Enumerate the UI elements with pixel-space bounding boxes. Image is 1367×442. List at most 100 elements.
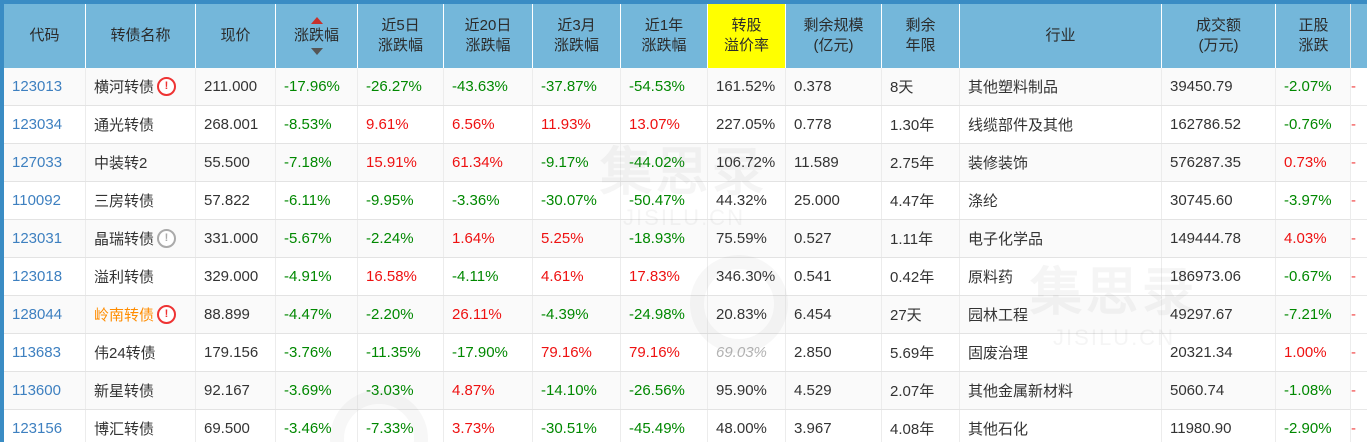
cell-value: -3.03% <box>366 382 414 399</box>
cell-years: 2.07年 <box>882 372 960 409</box>
cell-value: 20.83% <box>716 306 767 323</box>
cutoff-cell: - <box>1351 410 1367 442</box>
sort-asc-icon <box>310 16 323 24</box>
cell-value: 162786.52 <box>1170 116 1241 133</box>
cell-chg20: 3.73% <box>444 410 533 442</box>
cell-code[interactable]: 127033 <box>4 144 86 181</box>
column-header-label: 剩余 年限 <box>905 16 936 54</box>
cutoff-cell: - <box>1351 258 1367 296</box>
cell-chg5: -2.20% <box>358 296 444 333</box>
table-row: 123034 通光转债 268.001 -8.53% 9.61% 6.56% 11.93% 1… <box>4 106 1351 144</box>
cell-value: 55.500 <box>204 154 250 171</box>
cutoff-cell: - <box>1351 372 1367 410</box>
cell-code[interactable]: 123018 <box>4 258 86 295</box>
cell-value: 2.850 <box>794 344 832 361</box>
cell-price: 55.500 <box>196 144 276 181</box>
cell-stock: 0.73% <box>1276 144 1351 181</box>
cell-name[interactable]: 伟24转债 <box>86 334 196 371</box>
cell-value: 123013 <box>12 78 63 95</box>
cell-price: 268.001 <box>196 106 276 143</box>
bond-name: 晶瑞转债 <box>94 231 155 248</box>
cell-name[interactable]: 通光转债 <box>86 106 196 143</box>
cell-code[interactable]: 110092 <box>4 182 86 219</box>
cell-chg5: -9.95% <box>358 182 444 219</box>
cell-name[interactable]: 岭南转债! <box>86 296 196 333</box>
cell-value: 2.75年 <box>890 155 935 172</box>
cell-name[interactable]: 三房转债 <box>86 182 196 219</box>
cell-code[interactable]: 123013 <box>4 68 86 105</box>
cell-chg20: -17.90% <box>444 334 533 371</box>
cell-premium: 20.83% <box>708 296 786 333</box>
column-header-industry[interactable]: 行业 <box>960 4 1162 68</box>
column-header-chg20[interactable]: 近20日 涨跌幅 <box>444 4 533 68</box>
cell-name[interactable]: 新星转债 <box>86 372 196 409</box>
cell-value: 5060.74 <box>1170 382 1225 399</box>
table-row: 123013 横河转债! 211.000 -17.96% -26.27% -43.63% -… <box>4 68 1351 106</box>
cell-years: 1.11年 <box>882 220 960 257</box>
column-header-chg5[interactable]: 近5日 涨跌幅 <box>358 4 444 68</box>
cell-value: -18.93% <box>629 230 685 247</box>
cell-name[interactable]: 溢利转债 <box>86 258 196 295</box>
cell-value: -26.27% <box>366 78 422 95</box>
warning-icon[interactable]: ! <box>157 229 177 248</box>
cell-value: 其他石化 <box>968 421 1029 438</box>
column-header-label: 转债名称 <box>110 26 171 44</box>
cell-chg3m: 79.16% <box>533 334 621 371</box>
cell-industry: 涤纶 <box>960 182 1162 219</box>
column-header-chg1y[interactable]: 近1年 涨跌幅 <box>621 4 708 68</box>
column-header-chg3m[interactable]: 近3月 涨跌幅 <box>533 4 621 68</box>
cell-value: 4.47年 <box>890 193 935 210</box>
column-header-size[interactable]: 剩余规模 (亿元) <box>786 4 882 68</box>
cell-years: 8天 <box>882 68 960 105</box>
cell-price: 211.000 <box>196 68 276 105</box>
cell-code[interactable]: 113683 <box>4 334 86 371</box>
column-header-chg[interactable]: 涨跌幅 <box>276 4 358 68</box>
warning-icon[interactable]: ! <box>157 305 177 324</box>
cell-chg20: 61.34% <box>444 144 533 181</box>
cutoff-cell: - <box>1351 220 1367 258</box>
cell-code[interactable]: 123156 <box>4 410 86 442</box>
cell-value: 329.000 <box>204 268 259 285</box>
cell-value: -2.07% <box>1284 78 1332 95</box>
cell-value: 79.16% <box>541 344 592 361</box>
cell-code[interactable]: 128044 <box>4 296 86 333</box>
cell-chg: -4.91% <box>276 258 358 295</box>
cell-value: 576287.35 <box>1170 154 1241 171</box>
column-header-price[interactable]: 现价 <box>196 4 276 68</box>
cell-turnover: 20321.34 <box>1162 334 1276 371</box>
warning-icon[interactable]: ! <box>157 77 177 96</box>
cell-value: 149444.78 <box>1170 230 1241 247</box>
cell-value: -37.87% <box>541 78 597 95</box>
cell-chg1y: -26.56% <box>621 372 708 409</box>
cell-industry: 线缆部件及其他 <box>960 106 1162 143</box>
column-header-turnover[interactable]: 成交额 (万元) <box>1162 4 1276 68</box>
column-header-code[interactable]: 代码 <box>4 4 86 68</box>
cell-name[interactable]: 横河转债! <box>86 68 196 105</box>
column-header-label: 行业 <box>1045 26 1076 44</box>
cell-value: 11.589 <box>794 154 839 171</box>
cell-name[interactable]: 晶瑞转债! <box>86 220 196 257</box>
cell-code[interactable]: 123031 <box>4 220 86 257</box>
cell-value: -4.91% <box>284 268 332 285</box>
cell-chg1y: -45.49% <box>621 410 708 442</box>
cell-name[interactable]: 博汇转债 <box>86 410 196 442</box>
cell-code[interactable]: 113600 <box>4 372 86 409</box>
cell-value: 113600 <box>12 382 61 399</box>
cell-value: 49297.67 <box>1170 306 1233 323</box>
column-header-years[interactable]: 剩余 年限 <box>882 4 960 68</box>
cell-code[interactable]: 123034 <box>4 106 86 143</box>
cell-value: 95.90% <box>716 382 767 399</box>
cell-value: 13.07% <box>629 116 680 133</box>
cell-value: 128044 <box>12 306 63 323</box>
bond-name: 伟24转债 <box>94 345 156 362</box>
cell-chg20: 1.64% <box>444 220 533 257</box>
cell-price: 329.000 <box>196 258 276 295</box>
column-header-premium[interactable]: 转股 溢价率 <box>708 4 786 68</box>
cell-stock: 4.03% <box>1276 220 1351 257</box>
column-header-stock[interactable]: 正股 涨跌 <box>1276 4 1351 68</box>
cell-price: 88.899 <box>196 296 276 333</box>
cell-value: 48.00% <box>716 420 767 437</box>
cell-chg: -3.76% <box>276 334 358 371</box>
column-header-name[interactable]: 转债名称 <box>86 4 196 68</box>
cell-name[interactable]: 中装转2 <box>86 144 196 181</box>
